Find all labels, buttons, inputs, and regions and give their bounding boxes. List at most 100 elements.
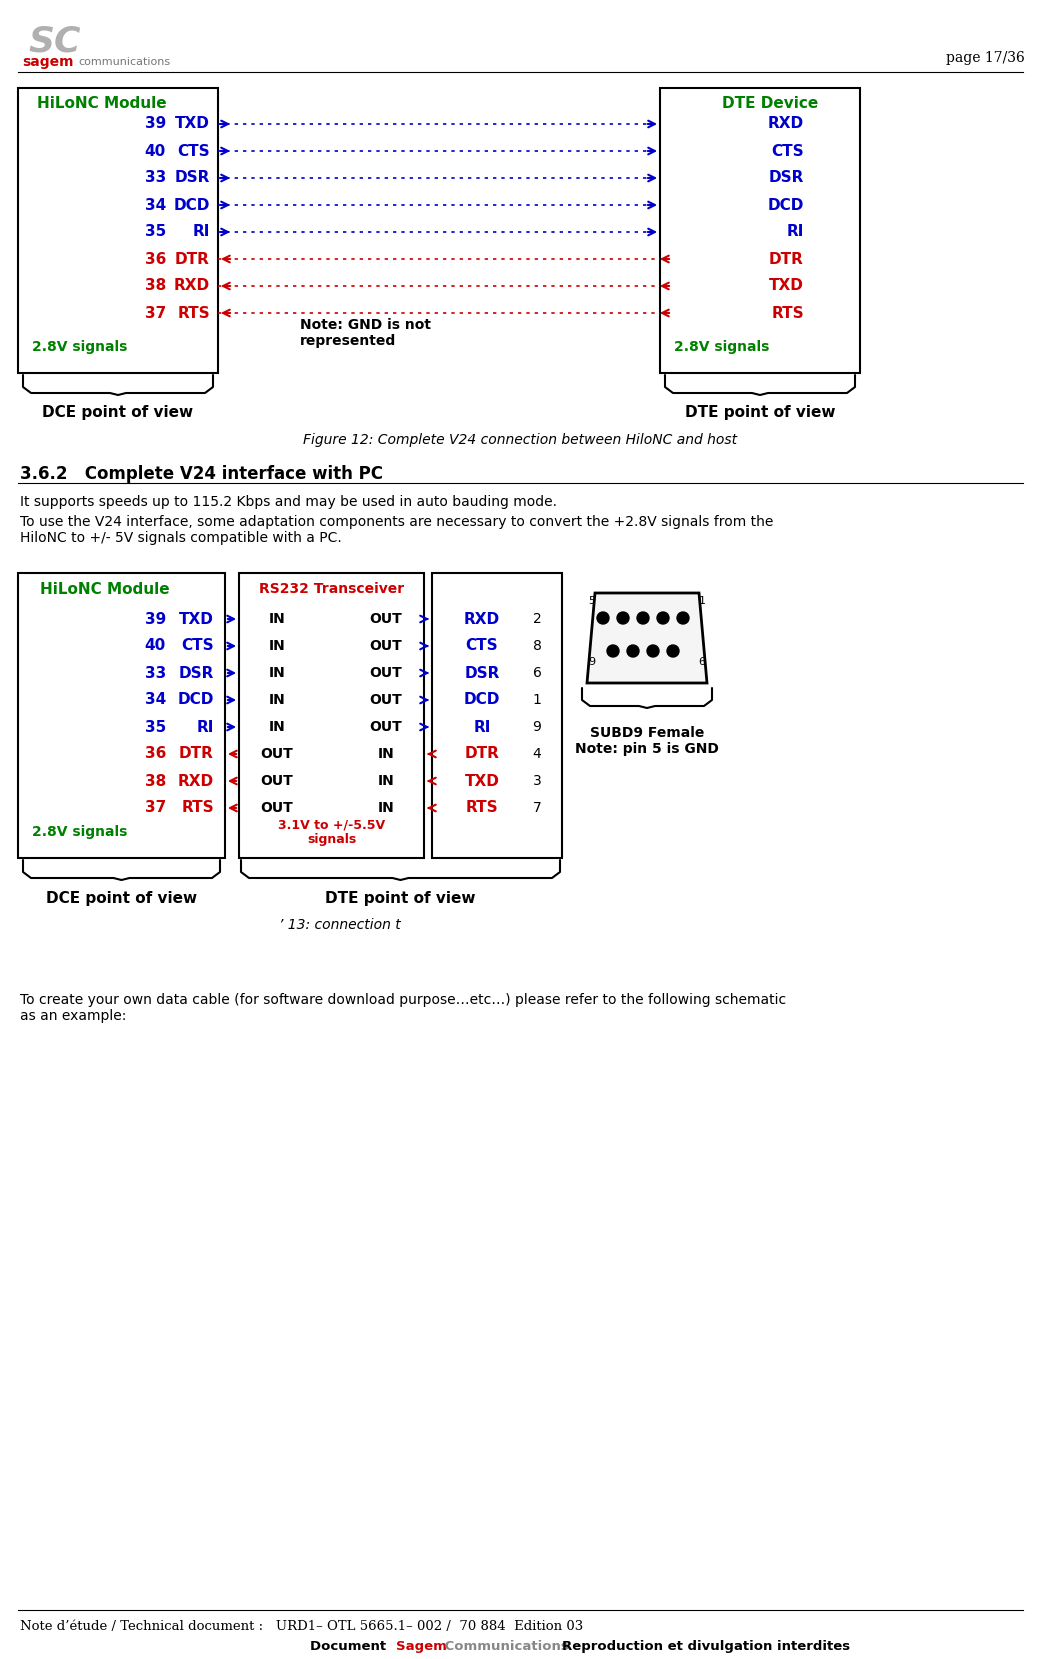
Text: RTS: RTS bbox=[465, 801, 499, 816]
Text: 40: 40 bbox=[145, 639, 166, 654]
Text: DSR: DSR bbox=[464, 665, 500, 680]
Text: 2: 2 bbox=[533, 612, 541, 625]
Text: TXD: TXD bbox=[464, 773, 500, 788]
Text: sagem: sagem bbox=[22, 55, 74, 70]
Text: 3.6.2   Complete V24 interface with PC: 3.6.2 Complete V24 interface with PC bbox=[20, 465, 383, 483]
Text: DSR: DSR bbox=[175, 171, 210, 186]
Text: 5: 5 bbox=[588, 596, 595, 606]
Text: 38: 38 bbox=[145, 279, 166, 294]
Bar bbox=[18, 572, 225, 858]
Text: 1: 1 bbox=[699, 596, 706, 606]
Text: 3: 3 bbox=[533, 775, 541, 788]
Text: 7: 7 bbox=[533, 801, 541, 815]
Text: CTS: CTS bbox=[465, 639, 499, 654]
Text: Sagem: Sagem bbox=[396, 1641, 447, 1652]
Text: Document: Document bbox=[310, 1641, 390, 1652]
Text: 4: 4 bbox=[533, 747, 541, 761]
Text: communications: communications bbox=[78, 56, 170, 66]
Circle shape bbox=[677, 612, 689, 624]
Bar bbox=[18, 88, 218, 373]
Text: 9: 9 bbox=[533, 720, 541, 733]
Text: CTS: CTS bbox=[177, 143, 210, 159]
Text: OUT: OUT bbox=[260, 801, 294, 815]
Text: TXD: TXD bbox=[769, 279, 804, 294]
Text: ’ 13: connection t: ’ 13: connection t bbox=[279, 917, 401, 932]
Text: RTS: RTS bbox=[177, 305, 210, 320]
Text: 33: 33 bbox=[145, 665, 166, 680]
Text: 1: 1 bbox=[533, 693, 541, 707]
Text: 34: 34 bbox=[145, 692, 166, 707]
Text: 8: 8 bbox=[533, 639, 541, 654]
Text: DTR: DTR bbox=[175, 252, 210, 267]
Text: 35: 35 bbox=[145, 720, 166, 735]
Text: IN: IN bbox=[269, 639, 285, 654]
Text: SC: SC bbox=[29, 25, 81, 60]
Text: TXD: TXD bbox=[175, 116, 210, 131]
Text: page 17/36: page 17/36 bbox=[946, 51, 1025, 65]
Text: RI: RI bbox=[474, 720, 490, 735]
Text: RI: RI bbox=[787, 224, 804, 239]
Text: Note: GND is not
represented: Note: GND is not represented bbox=[300, 319, 431, 348]
Text: 6: 6 bbox=[699, 657, 706, 667]
Circle shape bbox=[596, 612, 609, 624]
Text: OUT: OUT bbox=[370, 720, 403, 733]
Circle shape bbox=[607, 645, 619, 657]
Text: 40: 40 bbox=[145, 143, 166, 159]
Text: DCD: DCD bbox=[178, 692, 214, 707]
Text: DTR: DTR bbox=[769, 252, 804, 267]
Text: OUT: OUT bbox=[370, 693, 403, 707]
Circle shape bbox=[667, 645, 679, 657]
Text: 2.8V signals: 2.8V signals bbox=[674, 340, 769, 353]
Text: It supports speeds up to 115.2 Kbps and may be used in auto bauding mode.: It supports speeds up to 115.2 Kbps and … bbox=[20, 494, 557, 509]
Text: 36: 36 bbox=[145, 747, 166, 761]
Text: 2.8V signals: 2.8V signals bbox=[32, 340, 127, 353]
Bar bbox=[239, 572, 424, 858]
Text: DTE point of view: DTE point of view bbox=[685, 405, 835, 420]
Text: OUT: OUT bbox=[370, 612, 403, 625]
Text: 37: 37 bbox=[145, 305, 166, 320]
Text: 39: 39 bbox=[145, 612, 166, 627]
Text: IN: IN bbox=[378, 775, 395, 788]
Text: 2.8V signals: 2.8V signals bbox=[32, 825, 127, 839]
Text: IN: IN bbox=[269, 693, 285, 707]
Text: 33: 33 bbox=[145, 171, 166, 186]
Bar bbox=[432, 572, 562, 858]
Circle shape bbox=[617, 612, 629, 624]
Text: DCD: DCD bbox=[174, 197, 210, 212]
Text: RS232 Transceiver: RS232 Transceiver bbox=[259, 582, 404, 596]
Text: IN: IN bbox=[269, 720, 285, 733]
Text: OUT: OUT bbox=[370, 665, 403, 680]
Text: RXD: RXD bbox=[174, 279, 210, 294]
Text: IN: IN bbox=[378, 747, 395, 761]
Text: RXD: RXD bbox=[768, 116, 804, 131]
Text: 9: 9 bbox=[588, 657, 595, 667]
Text: 34: 34 bbox=[145, 197, 166, 212]
Text: RTS: RTS bbox=[181, 801, 214, 816]
Text: 39: 39 bbox=[145, 116, 166, 131]
Text: RI: RI bbox=[197, 720, 214, 735]
Text: CTS: CTS bbox=[181, 639, 214, 654]
Text: DTE point of view: DTE point of view bbox=[325, 891, 476, 906]
Text: IN: IN bbox=[269, 612, 285, 625]
Text: DSR: DSR bbox=[768, 171, 804, 186]
Text: RTS: RTS bbox=[771, 305, 804, 320]
Text: DCD: DCD bbox=[767, 197, 804, 212]
Text: OUT: OUT bbox=[260, 775, 294, 788]
Polygon shape bbox=[587, 592, 707, 684]
Text: To create your own data cable (for software download purpose…etc…) please refer : To create your own data cable (for softw… bbox=[20, 994, 786, 1024]
Text: DCE point of view: DCE point of view bbox=[43, 405, 194, 420]
Text: 36: 36 bbox=[145, 252, 166, 267]
Text: IN: IN bbox=[269, 665, 285, 680]
Text: RXD: RXD bbox=[464, 612, 500, 627]
Text: RXD: RXD bbox=[178, 773, 214, 788]
Text: OUT: OUT bbox=[370, 639, 403, 654]
Text: HiLoNC Module: HiLoNC Module bbox=[37, 96, 167, 111]
Text: SUBD9 Female
Note: pin 5 is GND: SUBD9 Female Note: pin 5 is GND bbox=[575, 727, 719, 757]
Text: 35: 35 bbox=[145, 224, 166, 239]
Text: Figure 12: Complete V24 connection between HiloNC and host: Figure 12: Complete V24 connection betwe… bbox=[303, 433, 737, 446]
Text: 37: 37 bbox=[145, 801, 166, 816]
Text: DSR: DSR bbox=[179, 665, 214, 680]
Text: Note d’étude / Technical document :   URD1– OTL 5665.1– 002 /  70 884  Edition 0: Note d’étude / Technical document : URD1… bbox=[20, 1619, 583, 1632]
Text: HiLoNC Module: HiLoNC Module bbox=[41, 582, 170, 597]
Text: CTS: CTS bbox=[771, 143, 804, 159]
